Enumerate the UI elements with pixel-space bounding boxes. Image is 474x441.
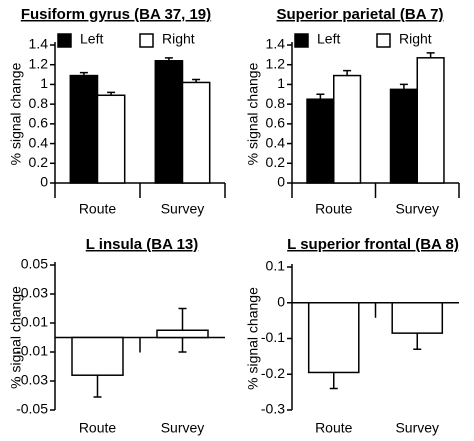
y-tick-label: -0.3	[261, 401, 285, 417]
chart-title: Fusiform gyrus (BA 37, 19)	[21, 6, 211, 23]
bar	[306, 98, 335, 184]
legend-label: Left	[317, 31, 340, 47]
legend-label: Left	[80, 31, 103, 47]
x-tick-label: Survey	[395, 201, 439, 217]
y-tick-label: 0.6	[266, 115, 286, 131]
x-tick-label: Survey	[395, 420, 439, 436]
y-tick-label: 0	[277, 293, 285, 309]
y-axis-label: % signal change	[8, 286, 24, 389]
y-tick-label: 1.2	[29, 55, 49, 71]
y-tick-label: 0.4	[29, 134, 49, 150]
y-tick-label: 1.4	[29, 36, 49, 52]
y-tick-label: 0	[40, 174, 48, 190]
legend-swatch	[376, 33, 391, 48]
y-tick-label: 0	[277, 174, 285, 190]
y-tick-label: 0.2	[266, 154, 286, 170]
legend-swatch	[57, 33, 72, 48]
y-tick-label: 0.8	[266, 95, 286, 111]
y-tick-label: -0.01	[16, 343, 48, 359]
x-tick-label: Route	[315, 201, 353, 217]
y-tick-label: 0.1	[266, 258, 286, 274]
bar	[307, 302, 360, 374]
bar	[154, 60, 184, 184]
x-tick-label: Route	[79, 201, 117, 217]
bar	[181, 81, 211, 184]
bar	[71, 336, 124, 376]
y-tick-label: 0.01	[21, 314, 48, 330]
chart-title: Superior parietal (BA 7)	[277, 6, 444, 23]
x-tick-label: Route	[79, 420, 117, 436]
legend-label: Right	[162, 31, 195, 47]
chart-title: L insula (BA 13)	[86, 236, 199, 253]
bar	[156, 329, 209, 339]
y-tick-label: 0.03	[21, 285, 48, 301]
bar	[416, 57, 445, 184]
bar	[96, 94, 126, 184]
y-tick-label: -0.05	[16, 401, 48, 417]
y-tick-label: -0.2	[261, 365, 285, 381]
chart-title: L superior frontal (BA 8)	[287, 236, 459, 253]
y-tick-label: -0.1	[261, 329, 285, 345]
y-axis-label: % signal change	[245, 287, 261, 390]
y-tick-label: 1.4	[266, 36, 286, 52]
bar	[333, 74, 362, 184]
legend-swatch	[294, 33, 309, 48]
y-tick-label: 0.8	[29, 95, 49, 111]
y-axis-label: % signal change	[8, 62, 24, 165]
legend-label: Right	[399, 31, 432, 47]
bar	[69, 74, 99, 184]
bar	[391, 302, 444, 334]
x-tick-label: Survey	[161, 201, 205, 217]
y-tick-label: -0.03	[16, 372, 48, 388]
y-tick-label: 1	[40, 75, 48, 91]
y-tick-label: 1.2	[266, 55, 286, 71]
legend-swatch	[139, 33, 154, 48]
y-tick-label: 0.05	[21, 256, 48, 272]
y-tick-label: 0.2	[29, 154, 49, 170]
y-tick-label: 0.6	[29, 115, 49, 131]
y-tick-label: 1	[277, 75, 285, 91]
x-tick-label: Survey	[161, 420, 205, 436]
x-tick-label: Route	[315, 420, 353, 436]
bar	[389, 88, 418, 184]
y-axis-label: % signal change	[245, 62, 261, 165]
y-tick-label: 0.4	[266, 134, 286, 150]
